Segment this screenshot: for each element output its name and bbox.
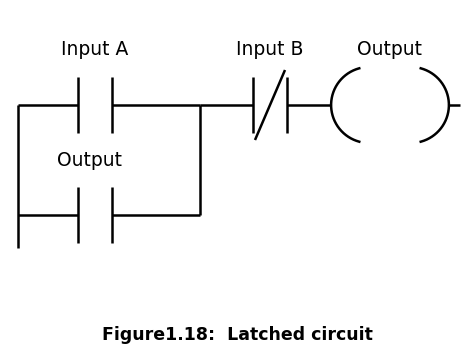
Text: Figure1.18:  Latched circuit: Figure1.18: Latched circuit: [101, 326, 373, 344]
Text: Output: Output: [57, 151, 122, 169]
Text: Output: Output: [357, 40, 422, 59]
Text: Input A: Input A: [61, 40, 128, 59]
Text: Input B: Input B: [236, 40, 304, 59]
